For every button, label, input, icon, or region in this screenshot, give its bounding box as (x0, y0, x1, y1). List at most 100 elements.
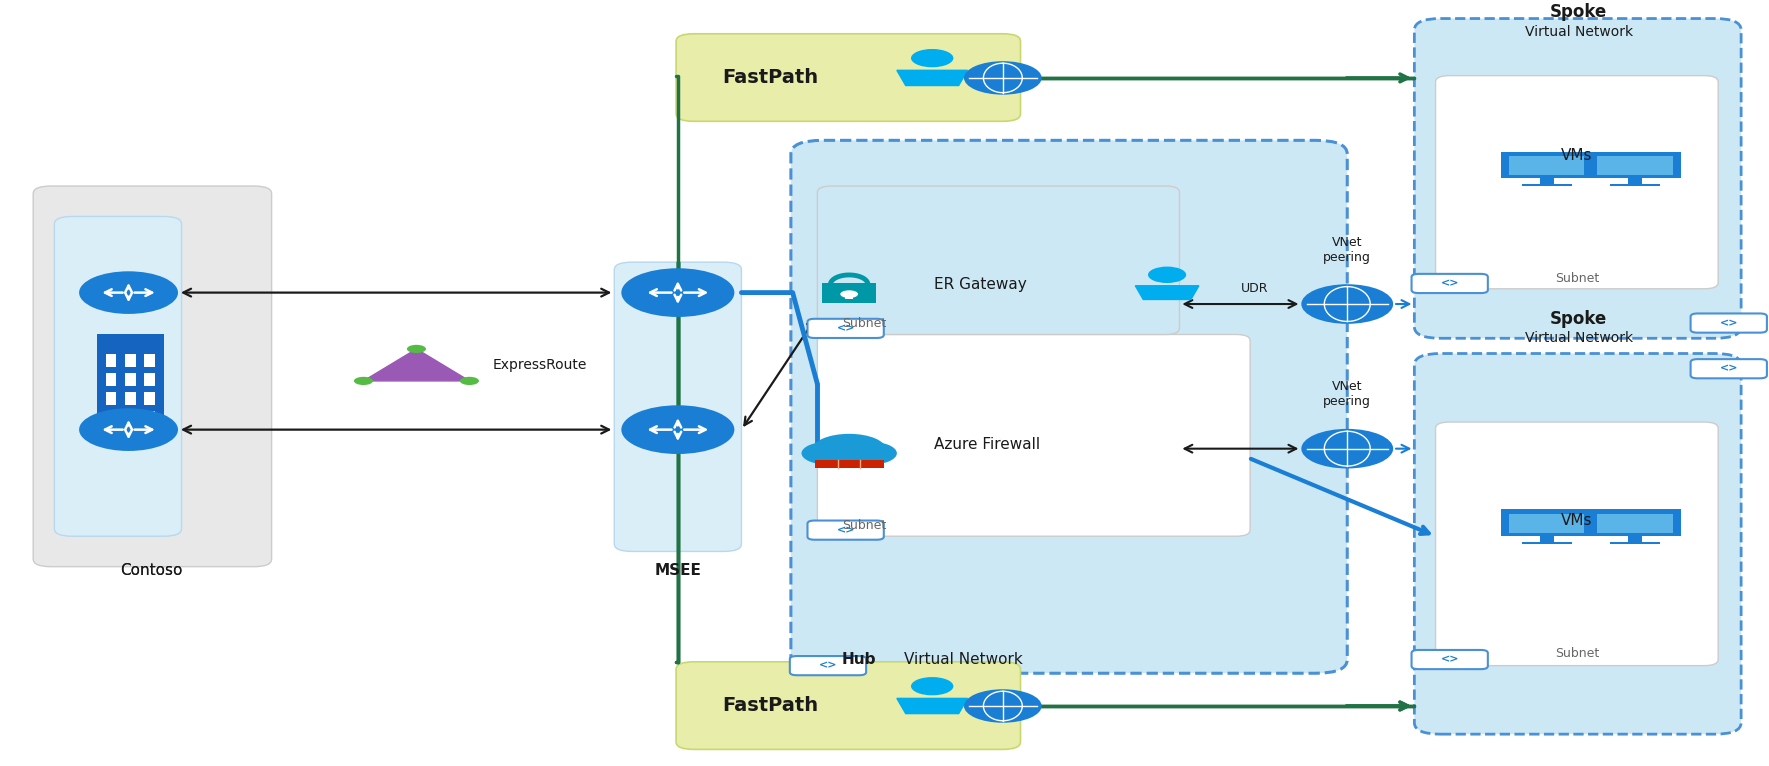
Text: <>: <> (837, 525, 854, 535)
FancyBboxPatch shape (1691, 359, 1767, 378)
Text: Subnet: Subnet (842, 519, 886, 532)
Circle shape (1148, 267, 1187, 283)
Bar (846, 293, 853, 300)
Bar (106, 391, 117, 405)
FancyBboxPatch shape (807, 319, 884, 338)
Bar (1589, 509, 1681, 536)
FancyBboxPatch shape (817, 335, 1251, 536)
FancyBboxPatch shape (676, 662, 1021, 749)
Text: ER Gateway: ER Gateway (934, 277, 1026, 293)
Text: Hub: Hub (842, 652, 877, 667)
Bar (126, 354, 136, 367)
Circle shape (840, 290, 858, 298)
Circle shape (1302, 429, 1394, 469)
Bar (126, 372, 136, 386)
Text: Spoke: Spoke (1550, 310, 1608, 329)
Text: FastPath: FastPath (722, 68, 817, 87)
Polygon shape (897, 699, 968, 714)
FancyBboxPatch shape (807, 521, 884, 540)
Circle shape (812, 434, 886, 466)
Bar (1597, 156, 1673, 175)
Bar (1610, 184, 1661, 186)
Circle shape (354, 377, 373, 385)
Bar (106, 411, 117, 424)
Text: VNet
peering: VNet peering (1323, 381, 1371, 408)
Circle shape (1302, 284, 1394, 324)
Text: VMs: VMs (1560, 513, 1592, 529)
Bar (1541, 178, 1553, 185)
Polygon shape (363, 349, 469, 381)
Circle shape (626, 270, 731, 315)
FancyBboxPatch shape (789, 656, 867, 676)
Text: <>: <> (1440, 655, 1459, 665)
Bar (1521, 542, 1573, 544)
FancyBboxPatch shape (55, 217, 182, 536)
Text: Virtual Network: Virtual Network (1525, 331, 1633, 345)
Bar (145, 391, 156, 405)
Text: Virtual Network: Virtual Network (904, 652, 1022, 667)
Bar (126, 411, 136, 424)
Bar (816, 460, 884, 468)
Bar (106, 354, 117, 367)
Text: <>: <> (1440, 279, 1459, 289)
Circle shape (801, 442, 854, 465)
Circle shape (83, 273, 173, 313)
Bar (1521, 184, 1573, 186)
Bar (1509, 514, 1585, 532)
Bar (823, 283, 876, 303)
Circle shape (964, 61, 1042, 95)
Bar (1589, 152, 1681, 178)
Text: Virtual Network: Virtual Network (1525, 25, 1633, 39)
Bar (1597, 514, 1673, 532)
Bar (812, 449, 886, 460)
Circle shape (80, 271, 179, 314)
Circle shape (844, 442, 897, 465)
FancyBboxPatch shape (1436, 76, 1718, 289)
Text: Subnet: Subnet (1555, 272, 1599, 285)
Bar (145, 354, 156, 367)
Text: UDR: UDR (1242, 283, 1268, 296)
FancyBboxPatch shape (817, 186, 1180, 335)
Text: <>: <> (1719, 364, 1737, 374)
Circle shape (460, 377, 479, 385)
Text: Azure Firewall: Azure Firewall (934, 437, 1040, 453)
FancyBboxPatch shape (1412, 650, 1488, 669)
FancyBboxPatch shape (1691, 313, 1767, 332)
Bar (1541, 536, 1553, 542)
Circle shape (911, 49, 953, 67)
Text: Contoso: Contoso (120, 563, 182, 578)
FancyBboxPatch shape (1436, 422, 1718, 666)
Circle shape (407, 345, 426, 353)
FancyBboxPatch shape (676, 34, 1021, 121)
Polygon shape (1136, 286, 1199, 300)
FancyBboxPatch shape (614, 262, 741, 552)
FancyBboxPatch shape (1415, 354, 1741, 734)
Circle shape (964, 689, 1042, 723)
Text: <>: <> (837, 323, 854, 333)
Circle shape (621, 268, 734, 317)
FancyBboxPatch shape (1412, 274, 1488, 293)
Text: Spoke: Spoke (1550, 3, 1608, 21)
Polygon shape (897, 70, 968, 86)
Text: ExpressRoute: ExpressRoute (492, 358, 587, 372)
FancyBboxPatch shape (791, 140, 1348, 673)
Bar (145, 372, 156, 386)
FancyBboxPatch shape (34, 186, 272, 567)
Text: VMs: VMs (1560, 148, 1592, 163)
Text: <>: <> (1719, 318, 1737, 328)
Circle shape (80, 408, 179, 451)
Text: FastPath: FastPath (722, 696, 817, 715)
FancyBboxPatch shape (1415, 18, 1741, 339)
Text: VNet
peering: VNet peering (1323, 236, 1371, 264)
Circle shape (83, 410, 173, 449)
Text: Subnet: Subnet (842, 317, 886, 330)
Circle shape (626, 408, 731, 452)
Circle shape (621, 405, 734, 454)
Bar (1627, 536, 1642, 542)
Text: <>: <> (819, 660, 837, 671)
Text: MSEE: MSEE (655, 563, 701, 578)
Bar (1500, 152, 1592, 178)
Bar (106, 372, 117, 386)
Bar (1627, 178, 1642, 185)
Bar (126, 391, 136, 405)
